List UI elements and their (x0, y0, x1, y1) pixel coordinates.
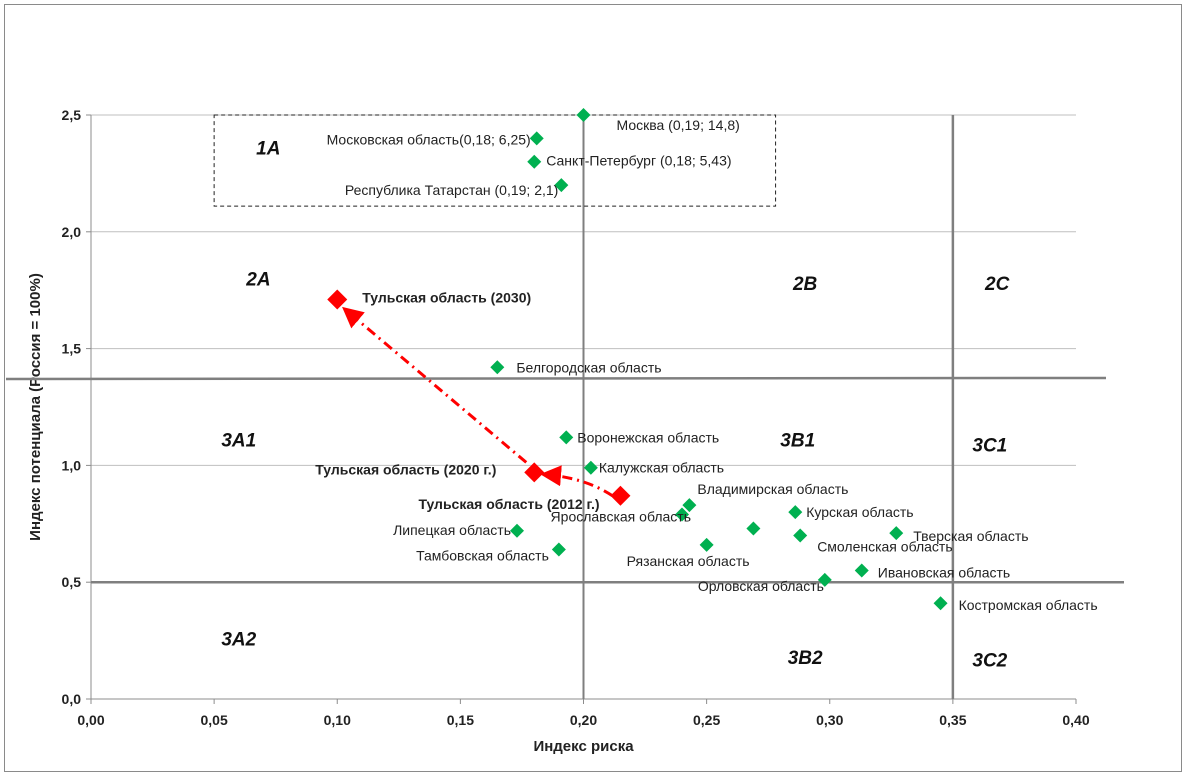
data-point-region (527, 154, 542, 169)
data-label: Липецкая область (393, 522, 511, 538)
data-point-region (490, 360, 505, 375)
divider-y-upper (5, 376, 1107, 381)
zone-label: 2A (245, 270, 270, 291)
zone-1a-box (213, 114, 777, 207)
x-tick-label: 0,35 (939, 712, 966, 728)
zone-label: 3A1 (221, 431, 256, 452)
data-label: Воронежская область (577, 429, 719, 445)
data-label: Курская область (806, 504, 913, 520)
x-axis-title: Индекс риска (533, 738, 634, 755)
data-point-region (854, 563, 869, 578)
data-label: Белгородская область (516, 359, 661, 375)
tula-arrow-2020-2030 (342, 306, 528, 464)
data-label: Владимирская область (697, 481, 848, 497)
data-label-tula: Тульская область (2012 г.) (418, 496, 599, 512)
data-point-region (529, 131, 544, 146)
zone-label: 2C (984, 274, 1010, 295)
data-point-region (510, 523, 525, 538)
data-label: Смоленская область (817, 538, 952, 554)
x-tick-label: 0,10 (324, 712, 351, 728)
chart-frame (4, 4, 1182, 772)
data-label: Московская область(0,18; 6,25) (327, 131, 531, 147)
x-tick-label: 0,25 (693, 712, 720, 728)
y-tick-label: 2,0 (62, 224, 82, 240)
x-tick-label: 0,15 (447, 712, 474, 728)
data-point-region (788, 505, 803, 520)
data-label: Орловская область (698, 578, 824, 594)
y-axis-title: Индекс потенциала (Россия = 100%) (27, 273, 44, 541)
data-label-tula: Тульская область (2030) (362, 290, 531, 306)
data-label: Калужская область (599, 460, 724, 476)
data-point-tula (610, 485, 631, 506)
data-label: Рязанская область (627, 553, 750, 569)
data-point-region (576, 108, 591, 122)
zone-label: 3B2 (788, 648, 823, 669)
x-tick-label: 0,05 (201, 712, 228, 728)
data-label: Ивановская область (878, 565, 1010, 581)
zone-label: 2B (792, 274, 818, 295)
y-tick-label: 1,0 (62, 457, 82, 473)
data-point-region (682, 498, 697, 513)
zone-label: 3C1 (972, 435, 1007, 456)
data-point-region (559, 430, 574, 445)
data-label-tula: Тульская область (2020 г.) (315, 461, 496, 477)
data-point-region (554, 178, 569, 193)
y-tick-label: 1,5 (62, 341, 82, 357)
data-point-region (933, 596, 948, 611)
zone-label: 3A2 (221, 629, 256, 650)
y-tick-label: 0,0 (62, 691, 82, 707)
data-label: Ярославская область (551, 508, 691, 524)
data-point-region (699, 537, 714, 552)
data-point-region (817, 572, 832, 587)
data-label: Костромская область (959, 597, 1098, 613)
data-point-region (746, 521, 761, 536)
y-tick-label: 2,5 (62, 107, 82, 123)
data-point-region (793, 528, 808, 543)
data-point-region (583, 460, 598, 475)
data-label: Санкт-Петербург (0,18; 5,43) (546, 153, 731, 169)
data-label: Москва (0,19; 14,8) (617, 117, 740, 133)
data-point-tula (524, 462, 545, 483)
x-tick-label: 0,00 (77, 712, 104, 728)
x-tick-label: 0,40 (1062, 712, 1089, 728)
data-point-tula (327, 289, 348, 310)
tula-arrow-2012-2020 (540, 465, 614, 498)
zone-label: 3B1 (780, 431, 815, 452)
data-point-region (551, 542, 566, 557)
zone-label: 1A (256, 139, 280, 160)
x-tick-label: 0,20 (570, 712, 597, 728)
data-point-region (889, 526, 904, 541)
data-label: Тамбовская область (416, 547, 549, 563)
data-label: Республика Татарстан (0,19; 2,1) (345, 182, 558, 198)
zone-label: 3C2 (972, 650, 1007, 671)
data-label: Тверская область (913, 528, 1028, 544)
y-tick-label: 0,5 (62, 574, 82, 590)
x-tick-label: 0,30 (816, 712, 843, 728)
data-point-region (675, 507, 689, 522)
